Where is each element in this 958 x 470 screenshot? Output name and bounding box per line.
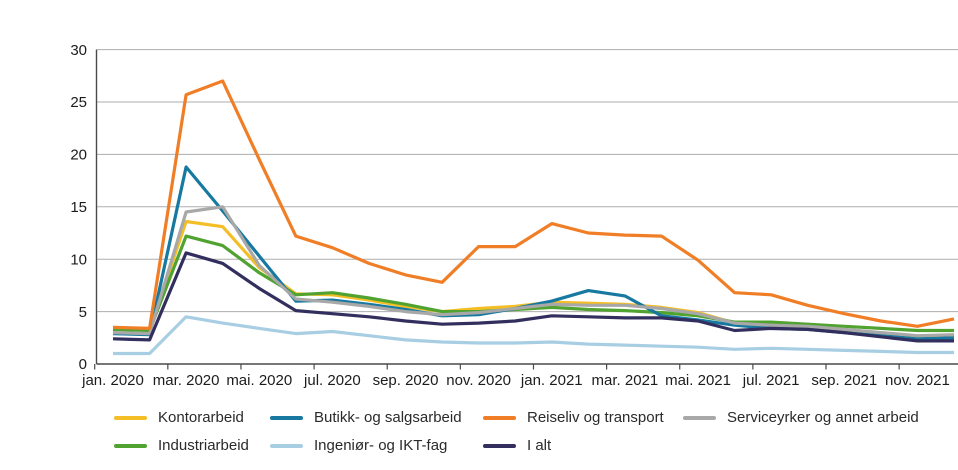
y-tick-label: 15 [70, 199, 87, 216]
series-line-reiseliv-og-transport [113, 81, 954, 328]
legend-item-kontorarbeid: Kontorarbeid [114, 407, 270, 428]
x-axis-labels: jan. 2020 mar. 2020 mai. 2020 jul. 2020 sep.… [81, 372, 950, 389]
y-tick-label: 30 [70, 42, 87, 59]
y-tick-label: 10 [70, 251, 87, 268]
legend-swatch-i-alt [483, 444, 516, 448]
y-tick-label: 20 [70, 147, 87, 164]
chart-legend: Kontorarbeid Butikk- og salgsarbeid Reisel… [114, 407, 958, 456]
legend-swatch-kontorarbeid [114, 416, 147, 420]
x-tick-label: nov. 2021 [885, 372, 950, 389]
legend-swatch-reiseliv-og-transport [483, 416, 516, 420]
legend-swatch-industriarbeid [114, 444, 147, 448]
legend-label: Butikk- og salgsarbeid [314, 409, 462, 426]
x-tick-label: sep. 2021 [811, 372, 877, 389]
x-tick-label: nov. 2020 [446, 372, 511, 389]
legend-swatch-butikk-og-salgsarbeid [270, 416, 303, 420]
legend-label: I alt [527, 437, 551, 454]
x-tick-label: jul. 2021 [742, 372, 800, 389]
y-tick-label: 5 [79, 304, 87, 321]
legend-item-butikk-og-salgsarbeid: Butikk- og salgsarbeid [270, 407, 483, 428]
x-tick-label: sep. 2020 [373, 372, 439, 389]
legend-item-i-alt: I alt [483, 435, 683, 456]
x-axis-ticks [95, 364, 958, 370]
legend-label: Ingeniør- og IKT-fag [314, 437, 447, 454]
y-tick-label: 25 [70, 94, 87, 111]
legend-label: Reiseliv og transport [527, 409, 664, 426]
legend-swatch-ingeni-r-og-ikt-fag [270, 444, 303, 448]
x-tick-label: jan. 2021 [520, 372, 583, 389]
legend-item-industriarbeid: Industriarbeid [114, 435, 270, 456]
x-tick-label: jan. 2020 [81, 372, 144, 389]
x-tick-label: mai. 2020 [226, 372, 292, 389]
legend-item-reiseliv-og-transport: Reiseliv og transport [483, 407, 683, 428]
series-line-butikk-og-salgsarbeid [113, 167, 954, 339]
y-axis-labels: 0 5 10 15 20 25 30 [70, 42, 87, 373]
series-lines [113, 81, 954, 354]
series-line-serviceyrker-og-annet-arbeid [113, 207, 954, 336]
x-tick-label: mai. 2021 [665, 372, 731, 389]
legend-label: Serviceyrker og annet arbeid [727, 409, 919, 426]
legend-item-ingeni-r-og-ikt-fag: Ingeniør- og IKT-fag [270, 435, 483, 456]
x-tick-label: mar. 2020 [153, 372, 220, 389]
legend-item-serviceyrker-og-annet-arbeid: Serviceyrker og annet arbeid [683, 407, 958, 428]
legend-swatch-serviceyrker-og-annet-arbeid [683, 416, 716, 420]
series-line-industriarbeid [113, 236, 954, 330]
x-tick-label: jul. 2020 [303, 372, 361, 389]
x-tick-label: mar. 2021 [592, 372, 659, 389]
legend-label: Kontorarbeid [158, 409, 244, 426]
legend-label: Industriarbeid [158, 437, 249, 454]
series-line-ingeni-r-og-ikt-fag [113, 317, 954, 354]
y-tick-label: 0 [79, 356, 87, 373]
